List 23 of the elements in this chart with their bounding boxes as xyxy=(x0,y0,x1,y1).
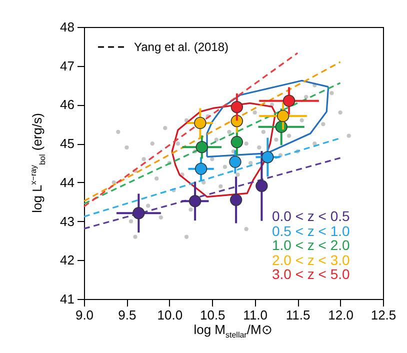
x-tick-label: 12.0 xyxy=(328,308,354,322)
x-tick-label: 11.5 xyxy=(286,308,310,322)
y-tick-label: 41 xyxy=(60,292,74,306)
y-tick-label: 42 xyxy=(60,252,74,268)
y-tick-label: 46 xyxy=(60,97,74,112)
annotation: Yang et al. (2018) xyxy=(134,40,229,54)
y-tick-label: 45 xyxy=(60,136,74,152)
x-tick-label: 11.0 xyxy=(243,308,268,322)
x-tick-label: 10.5 xyxy=(200,308,226,322)
series-label: 0.0 < z < 0.5 xyxy=(272,208,350,224)
y-tick-label: 48 xyxy=(60,20,74,34)
text: 2.0 < z < 3.0 xyxy=(272,252,350,268)
y-tick-label: 43 xyxy=(60,214,74,229)
text: 1.0 < z < 2.0 xyxy=(272,237,350,253)
x-tick-label: 12.5 xyxy=(370,308,396,322)
y-tick-label: 44 xyxy=(60,174,74,190)
x-tick-label: 9.0 xyxy=(75,308,94,322)
x-tick-label: 10.0 xyxy=(157,308,183,322)
y-tick-label: 47 xyxy=(60,58,74,74)
text: 0.5 < z < 1.0 xyxy=(272,222,350,238)
x-axis-title: log M$_{stellar}$/M⊙ xyxy=(194,322,272,340)
x-tick-label: 9.5 xyxy=(118,308,136,322)
text: 3.0 < z < 5.0 xyxy=(272,266,350,282)
